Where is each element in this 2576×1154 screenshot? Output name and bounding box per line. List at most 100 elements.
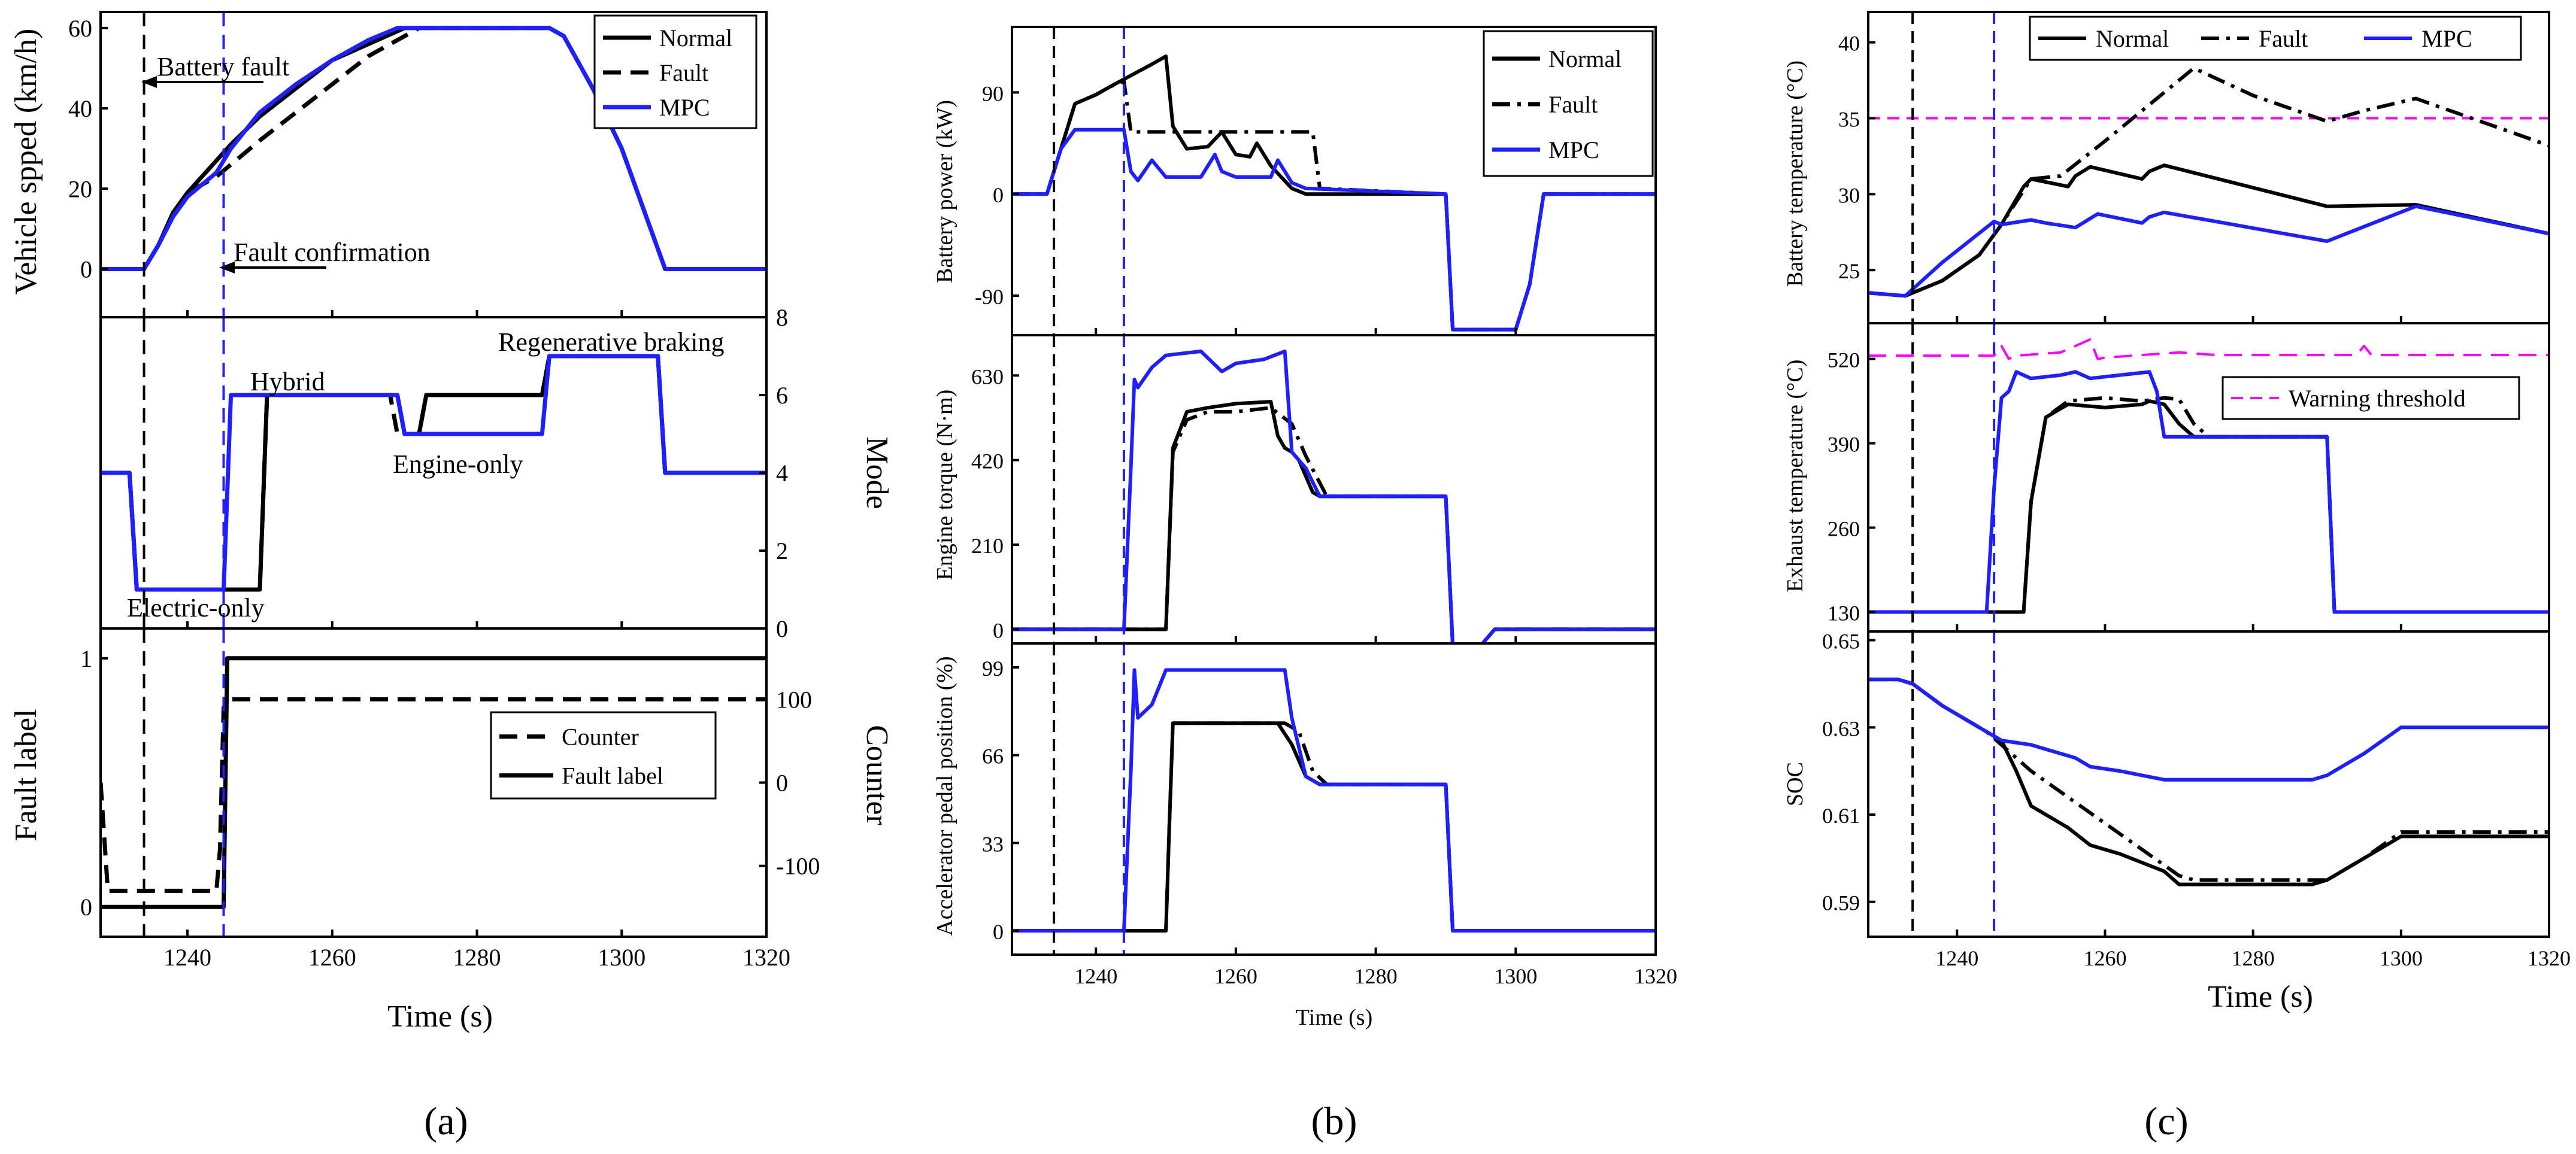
x-tick-label: 1320 bbox=[2527, 946, 2571, 970]
y-tick-label: 40 bbox=[68, 95, 92, 122]
y-tick-label: 90 bbox=[982, 81, 1004, 105]
y-tick-label: 420 bbox=[971, 450, 1004, 473]
y-tick-label: 33 bbox=[982, 832, 1004, 856]
y-tick-label: 0.61 bbox=[1822, 804, 1860, 828]
x-tick-label: 1320 bbox=[1634, 964, 1677, 988]
legend-label: Fault label bbox=[562, 763, 663, 789]
c-exhaust-mpc-line bbox=[1868, 370, 2549, 614]
y-tick-label: 630 bbox=[971, 365, 1004, 388]
c-exhaust-ylabel: Exhaust temperature (°C) bbox=[1783, 360, 1808, 593]
b-pedal-mpc-line bbox=[1012, 668, 1656, 933]
engine-only-annotation: Engine-only bbox=[393, 450, 523, 479]
c-battery-legend: Normal Fault MPC bbox=[2029, 16, 2522, 61]
y-tick-label: 35 bbox=[1838, 108, 1860, 132]
y-tick-label: 1 bbox=[80, 645, 92, 672]
x-tick-label: 1300 bbox=[2380, 946, 2423, 970]
y-tick-label: 4 bbox=[776, 460, 788, 487]
b-power-ylabel: Battery power (kW) bbox=[932, 100, 957, 283]
y-tick-label: 66 bbox=[982, 745, 1004, 769]
legend-label: Counter bbox=[562, 724, 639, 751]
a-fault-ylabel: Fault label bbox=[9, 709, 43, 842]
a-mode-ylabel: Mode bbox=[860, 436, 894, 509]
a-fault-frame bbox=[99, 627, 768, 938]
x-tick-label: 1280 bbox=[453, 944, 501, 971]
a-speed-legend-box bbox=[593, 14, 757, 129]
y-tick-label: 390 bbox=[1828, 433, 1860, 457]
y-tick-label: 0 bbox=[776, 770, 788, 797]
panel-label-c: (c) bbox=[2144, 1100, 2188, 1143]
x-tick-label: 1260 bbox=[1214, 964, 1257, 988]
y-tick-label: 0 bbox=[993, 920, 1004, 944]
c-xlabel: Time (s) bbox=[2208, 980, 2313, 1014]
a-fault-legend-box bbox=[490, 711, 717, 800]
a-fault-label-line bbox=[101, 656, 766, 909]
y-tick-label: 6 bbox=[776, 382, 788, 409]
y-tick-label: 520 bbox=[1828, 348, 1860, 372]
fault-confirmation-arrowhead bbox=[219, 262, 235, 274]
panel-label-b: (b) bbox=[1311, 1100, 1357, 1143]
legend-label: Fault bbox=[2259, 25, 2308, 52]
legend-label: Normal bbox=[2096, 25, 2169, 52]
legend-label: Fault bbox=[659, 59, 708, 86]
x-tick-label: 1240 bbox=[1935, 946, 1978, 970]
warning-threshold-line bbox=[1868, 338, 2549, 360]
y-tick-label: 40 bbox=[1838, 32, 1860, 56]
c-battery-legend-box bbox=[2029, 16, 2522, 61]
b-torque-mpc-line bbox=[1012, 349, 1656, 643]
y-tick-label: 0 bbox=[993, 618, 1004, 642]
x-tick-label: 1320 bbox=[743, 944, 790, 971]
legend-label: Normal bbox=[1548, 45, 1622, 72]
electric-only-annotation: Electric-only bbox=[127, 593, 265, 622]
y-tick-label: -90 bbox=[975, 285, 1004, 309]
x-tick-label: 1260 bbox=[308, 944, 356, 971]
x-tick-label: 1300 bbox=[1494, 964, 1537, 988]
y-tick-label: 60 bbox=[68, 15, 92, 42]
y-tick-label: -100 bbox=[776, 853, 820, 880]
a-speed-legend: Normal Fault MPC bbox=[593, 14, 757, 129]
b-power-fault-line bbox=[1012, 79, 1656, 332]
b-power-mpc-line bbox=[1012, 127, 1656, 332]
a-speed-ylabel: Vehicle spped (km/h) bbox=[9, 29, 43, 295]
legend-label: Fault bbox=[1548, 91, 1598, 118]
panel-label-a: (a) bbox=[424, 1100, 468, 1143]
a-fault-legend: Counter Fault label bbox=[490, 711, 717, 800]
legend-label: Normal bbox=[659, 25, 732, 51]
legend-label: Warning threshold bbox=[2289, 385, 2466, 412]
y-tick-label: 0 bbox=[80, 894, 92, 921]
fault-confirmation-annotation: Fault confirmation bbox=[234, 238, 431, 267]
y-tick-label: 0.59 bbox=[1822, 891, 1860, 915]
c-soc-mpc-line bbox=[1868, 678, 2549, 782]
y-tick-label: 20 bbox=[68, 175, 92, 202]
regenerative-braking-annotation: Regenerative braking bbox=[498, 327, 725, 357]
y-tick-label: 0 bbox=[993, 183, 1004, 207]
y-tick-label: 8 bbox=[776, 304, 788, 331]
y-tick-label: 0.63 bbox=[1822, 716, 1860, 740]
c-exhaust-legend: Warning threshold bbox=[2222, 376, 2520, 420]
b-power-legend-box bbox=[1483, 30, 1654, 177]
b-torque-ylabel: Engine torque (N·m) bbox=[932, 390, 957, 581]
x-tick-label: 1240 bbox=[163, 944, 211, 971]
a-xlabel: Time (s) bbox=[387, 1000, 493, 1034]
battery-fault-arrowhead bbox=[141, 76, 157, 88]
y-tick-label: 0 bbox=[80, 256, 92, 283]
y-tick-label: 100 bbox=[776, 686, 812, 713]
b-pedal-ylabel: Accelerator pedal position (%) bbox=[932, 656, 957, 936]
b-xlabel: Time (s) bbox=[1296, 1005, 1372, 1030]
y-tick-label: 2 bbox=[776, 537, 788, 564]
a-mode-mpc-line bbox=[101, 354, 766, 592]
legend-label: MPC bbox=[2422, 25, 2472, 52]
b-torque-fault-line bbox=[1012, 406, 1656, 643]
a-counter-ylabel: Counter bbox=[860, 725, 894, 825]
c-soc-frame bbox=[1867, 630, 2550, 938]
y-tick-label: 210 bbox=[971, 534, 1004, 558]
x-tick-label: 1240 bbox=[1074, 964, 1117, 988]
x-tick-label: 1280 bbox=[1354, 964, 1398, 988]
x-tick-label: 1260 bbox=[2083, 946, 2126, 970]
y-tick-label: 130 bbox=[1828, 601, 1860, 625]
c-battery-mpc-line bbox=[1868, 204, 2549, 298]
y-tick-label: 0.65 bbox=[1822, 630, 1860, 654]
c-battery-fault-line bbox=[1868, 66, 2549, 298]
legend-label: MPC bbox=[659, 94, 710, 121]
legend-label: MPC bbox=[1548, 136, 1599, 163]
